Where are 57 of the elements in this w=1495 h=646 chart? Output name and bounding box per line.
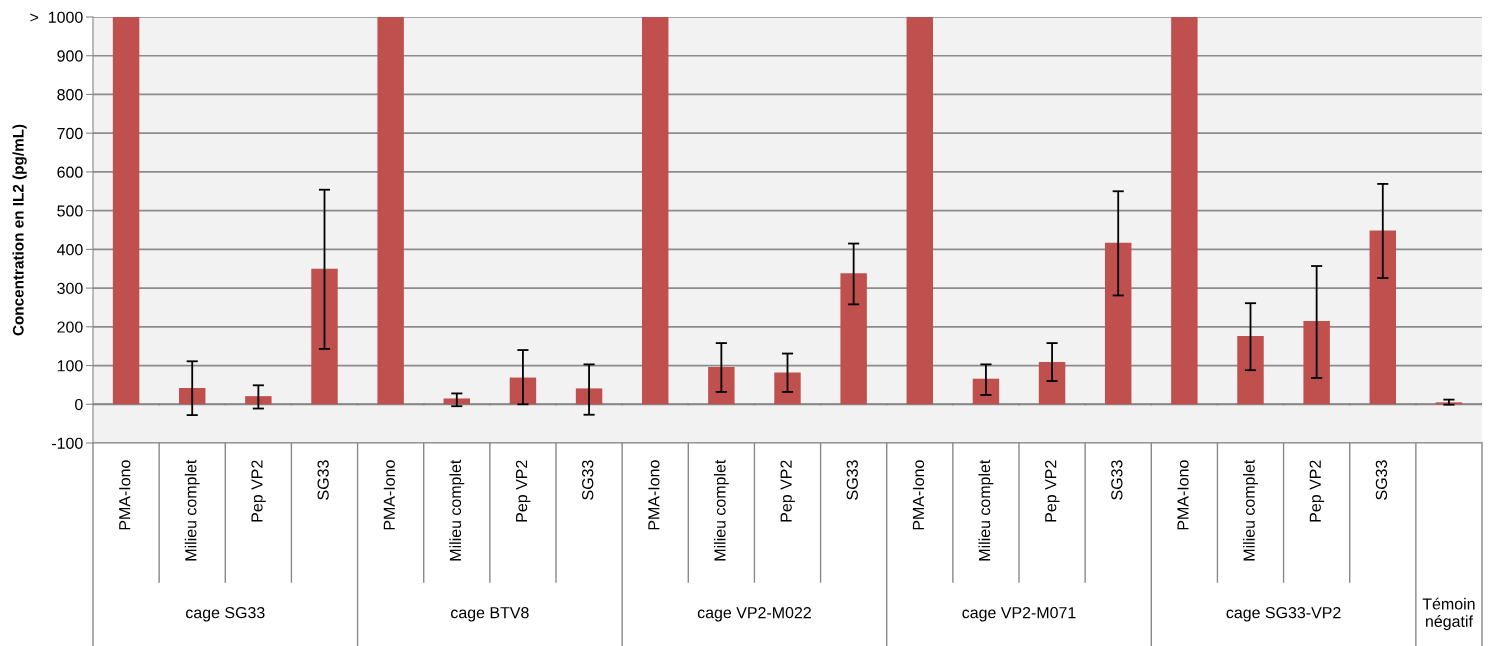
- bar: [1038, 362, 1066, 405]
- x-tick-label: PMA-Iono: [1177, 460, 1189, 530]
- x-tick-label: Pep VP2: [515, 460, 531, 522]
- y-tick-label: 300: [57, 282, 83, 295]
- y-tick-label: 100: [57, 360, 83, 372]
- bar: [377, 17, 404, 405]
- bar: [972, 378, 1000, 405]
- bar: [774, 372, 801, 405]
- x-tick-label: Milieu complet: [184, 459, 200, 561]
- x-tick-label: PMA-Iono: [912, 460, 925, 530]
- bar: [245, 396, 272, 405]
- y-tick-label: 900: [57, 50, 83, 62]
- bar: [708, 367, 735, 405]
- y-tick-label: 600: [57, 166, 83, 178]
- x-tick-label: SG33: [317, 460, 329, 500]
- x-tick-label: SG33: [846, 460, 858, 500]
- bar: [443, 398, 471, 405]
- x-tick-label: Pep VP2: [1045, 460, 1060, 522]
- bar: [840, 273, 867, 405]
- x-tick-label: SG33: [582, 460, 594, 500]
- bar: [1104, 242, 1132, 405]
- x-tick-label: SG33: [1111, 460, 1123, 500]
- y-tick-label: 200: [57, 321, 83, 333]
- text: cage SG33-VP2: [1226, 606, 1341, 622]
- bar: [1171, 17, 1198, 405]
- x-tick-label: Pep VP2: [251, 460, 266, 522]
- y-tick-label: 700: [57, 127, 83, 140]
- x-tick-label: Milieu complet: [449, 459, 465, 561]
- bar: [641, 17, 669, 405]
- y-axis-title: Concentration en IL2 (pg/mL): [12, 124, 27, 336]
- text: cage SG33: [186, 606, 265, 622]
- x-tick-label: Pep VP2: [1309, 460, 1325, 522]
- bar: [1369, 230, 1397, 405]
- x-tick-label: Milieu complet: [713, 459, 729, 561]
- bar: [1237, 336, 1264, 405]
- bar: [575, 388, 603, 405]
- y-tick-label: 0: [75, 398, 83, 411]
- y-tick-label: -100: [52, 437, 83, 449]
- bar: [311, 268, 338, 405]
- y-tick-label: > 1000: [30, 11, 83, 23]
- text: cage VP2-M071: [962, 606, 1076, 622]
- bar: [906, 17, 934, 405]
- x-tick-label: SG33: [1375, 460, 1388, 500]
- x-tick-label: Milieu complet: [1243, 459, 1258, 561]
- x-tick-label: PMA-Iono: [648, 460, 660, 530]
- y-tick-label: 400: [57, 244, 83, 256]
- bar: [1303, 321, 1330, 405]
- y-tick-label: 500: [57, 205, 83, 217]
- x-tick-label: Milieu complet: [978, 459, 994, 561]
- text: cage VP2-M022: [697, 606, 811, 622]
- bar: [112, 17, 140, 405]
- y-tick-label: 800: [57, 89, 83, 101]
- x-tick-label: PMA-Iono: [383, 460, 395, 530]
- x-tick-label: PMA-Iono: [119, 460, 131, 530]
- text: cage BTV8: [451, 606, 529, 622]
- x-tick-label: Pep VP2: [780, 460, 795, 522]
- text: Témoin négatif: [1422, 597, 1475, 631]
